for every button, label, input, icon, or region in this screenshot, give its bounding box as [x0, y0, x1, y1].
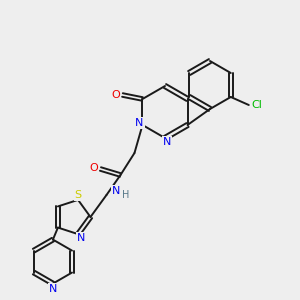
Text: O: O [89, 163, 98, 173]
Text: O: O [111, 90, 120, 100]
Text: H: H [122, 190, 129, 200]
Text: N: N [163, 137, 171, 147]
Text: Cl: Cl [251, 100, 262, 110]
Text: N: N [112, 186, 121, 196]
Text: N: N [77, 233, 85, 243]
Text: N: N [135, 118, 144, 128]
Text: N: N [49, 284, 57, 294]
Text: S: S [74, 190, 82, 200]
